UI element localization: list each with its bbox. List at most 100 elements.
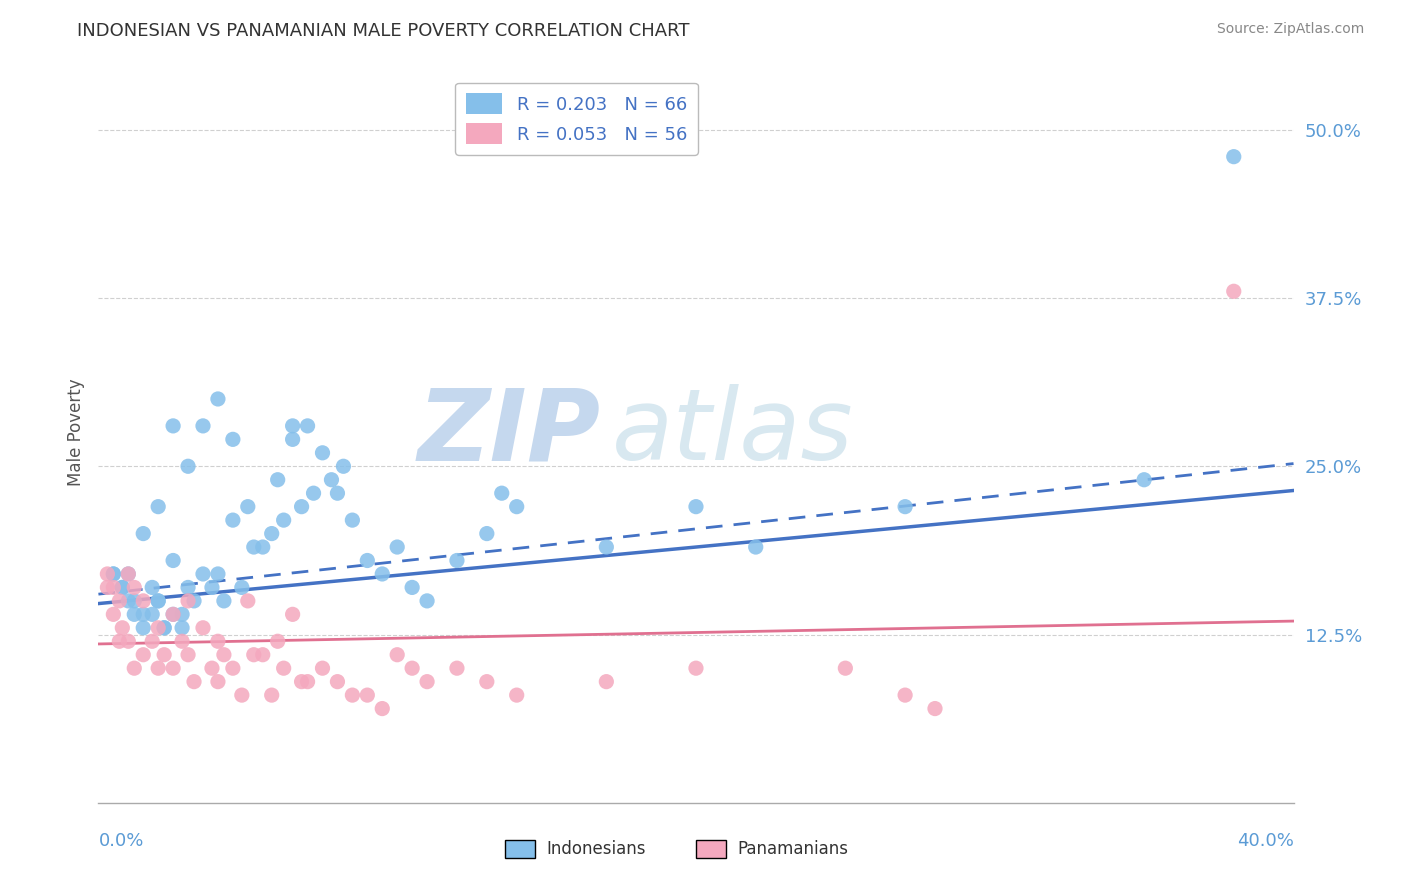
Point	[212, 594, 235, 608]
Point	[342, 513, 364, 527]
Text: INDONESIAN VS PANAMANIAN MALE POVERTY CORRELATION CHART: INDONESIAN VS PANAMANIAN MALE POVERTY CO…	[77, 22, 690, 40]
Point	[141, 581, 163, 595]
Point	[236, 500, 259, 514]
Point	[191, 621, 214, 635]
Point	[108, 634, 131, 648]
Point	[1223, 150, 1246, 164]
Point	[371, 701, 394, 715]
Point	[297, 674, 319, 689]
Point	[162, 607, 184, 622]
Text: Indonesians: Indonesians	[547, 839, 647, 858]
Point	[401, 581, 423, 595]
Point	[894, 500, 917, 514]
Legend: R = 0.203   N = 66, R = 0.053   N = 56: R = 0.203 N = 66, R = 0.053 N = 56	[456, 83, 697, 155]
Point	[231, 581, 253, 595]
Point	[111, 581, 134, 595]
Point	[212, 648, 235, 662]
Point	[506, 500, 529, 514]
Point	[148, 661, 170, 675]
Point	[506, 688, 529, 702]
Text: atlas: atlas	[613, 384, 853, 481]
Point	[153, 648, 176, 662]
FancyBboxPatch shape	[696, 840, 725, 858]
Point	[222, 513, 245, 527]
Point	[297, 418, 319, 433]
Point	[326, 486, 349, 500]
Point	[132, 594, 155, 608]
Point	[148, 621, 170, 635]
Point	[111, 621, 134, 635]
Point	[385, 540, 409, 554]
Point	[1223, 285, 1246, 299]
Point	[132, 621, 155, 635]
Point	[124, 594, 146, 608]
Point	[475, 674, 498, 689]
Point	[103, 607, 125, 622]
Point	[207, 634, 229, 648]
Point	[148, 594, 170, 608]
Text: ZIP: ZIP	[418, 384, 600, 481]
Point	[326, 674, 349, 689]
Point	[281, 418, 304, 433]
Point	[311, 446, 333, 460]
Point	[177, 594, 200, 608]
Point	[153, 621, 176, 635]
Point	[401, 661, 423, 675]
Point	[172, 634, 194, 648]
Point	[356, 553, 378, 567]
Point	[281, 607, 304, 622]
Point	[385, 648, 409, 662]
Point	[222, 433, 245, 447]
Point	[231, 688, 253, 702]
Point	[252, 648, 274, 662]
Point	[281, 433, 304, 447]
Point	[153, 621, 176, 635]
Point	[685, 500, 707, 514]
Point	[236, 594, 259, 608]
Point	[342, 688, 364, 702]
Point	[260, 526, 283, 541]
Point	[141, 634, 163, 648]
Point	[371, 566, 394, 581]
Point	[243, 648, 266, 662]
Point	[273, 513, 295, 527]
Point	[595, 540, 617, 554]
Point	[117, 566, 139, 581]
Point	[124, 581, 146, 595]
Point	[834, 661, 856, 675]
Point	[162, 418, 184, 433]
Point	[183, 594, 205, 608]
Point	[894, 688, 917, 702]
Point	[446, 661, 468, 675]
FancyBboxPatch shape	[505, 840, 534, 858]
Point	[132, 648, 155, 662]
Point	[416, 594, 439, 608]
Point	[103, 566, 125, 581]
Point	[685, 661, 707, 675]
Point	[475, 526, 498, 541]
Point	[103, 566, 125, 581]
Point	[141, 607, 163, 622]
Point	[191, 566, 214, 581]
Point	[222, 661, 245, 675]
Point	[177, 459, 200, 474]
Point	[332, 459, 354, 474]
Point	[321, 473, 343, 487]
Point	[311, 661, 333, 675]
Point	[207, 674, 229, 689]
Point	[148, 500, 170, 514]
Text: 40.0%: 40.0%	[1237, 832, 1294, 850]
Point	[302, 486, 325, 500]
Text: 0.0%: 0.0%	[98, 832, 143, 850]
Point	[124, 661, 146, 675]
Point	[291, 500, 314, 514]
Point	[132, 607, 155, 622]
Y-axis label: Male Poverty: Male Poverty	[66, 379, 84, 486]
Point	[267, 473, 290, 487]
Point	[96, 581, 118, 595]
Point	[252, 540, 274, 554]
Point	[207, 566, 229, 581]
Point	[108, 594, 131, 608]
Point	[96, 566, 118, 581]
Point	[177, 581, 200, 595]
